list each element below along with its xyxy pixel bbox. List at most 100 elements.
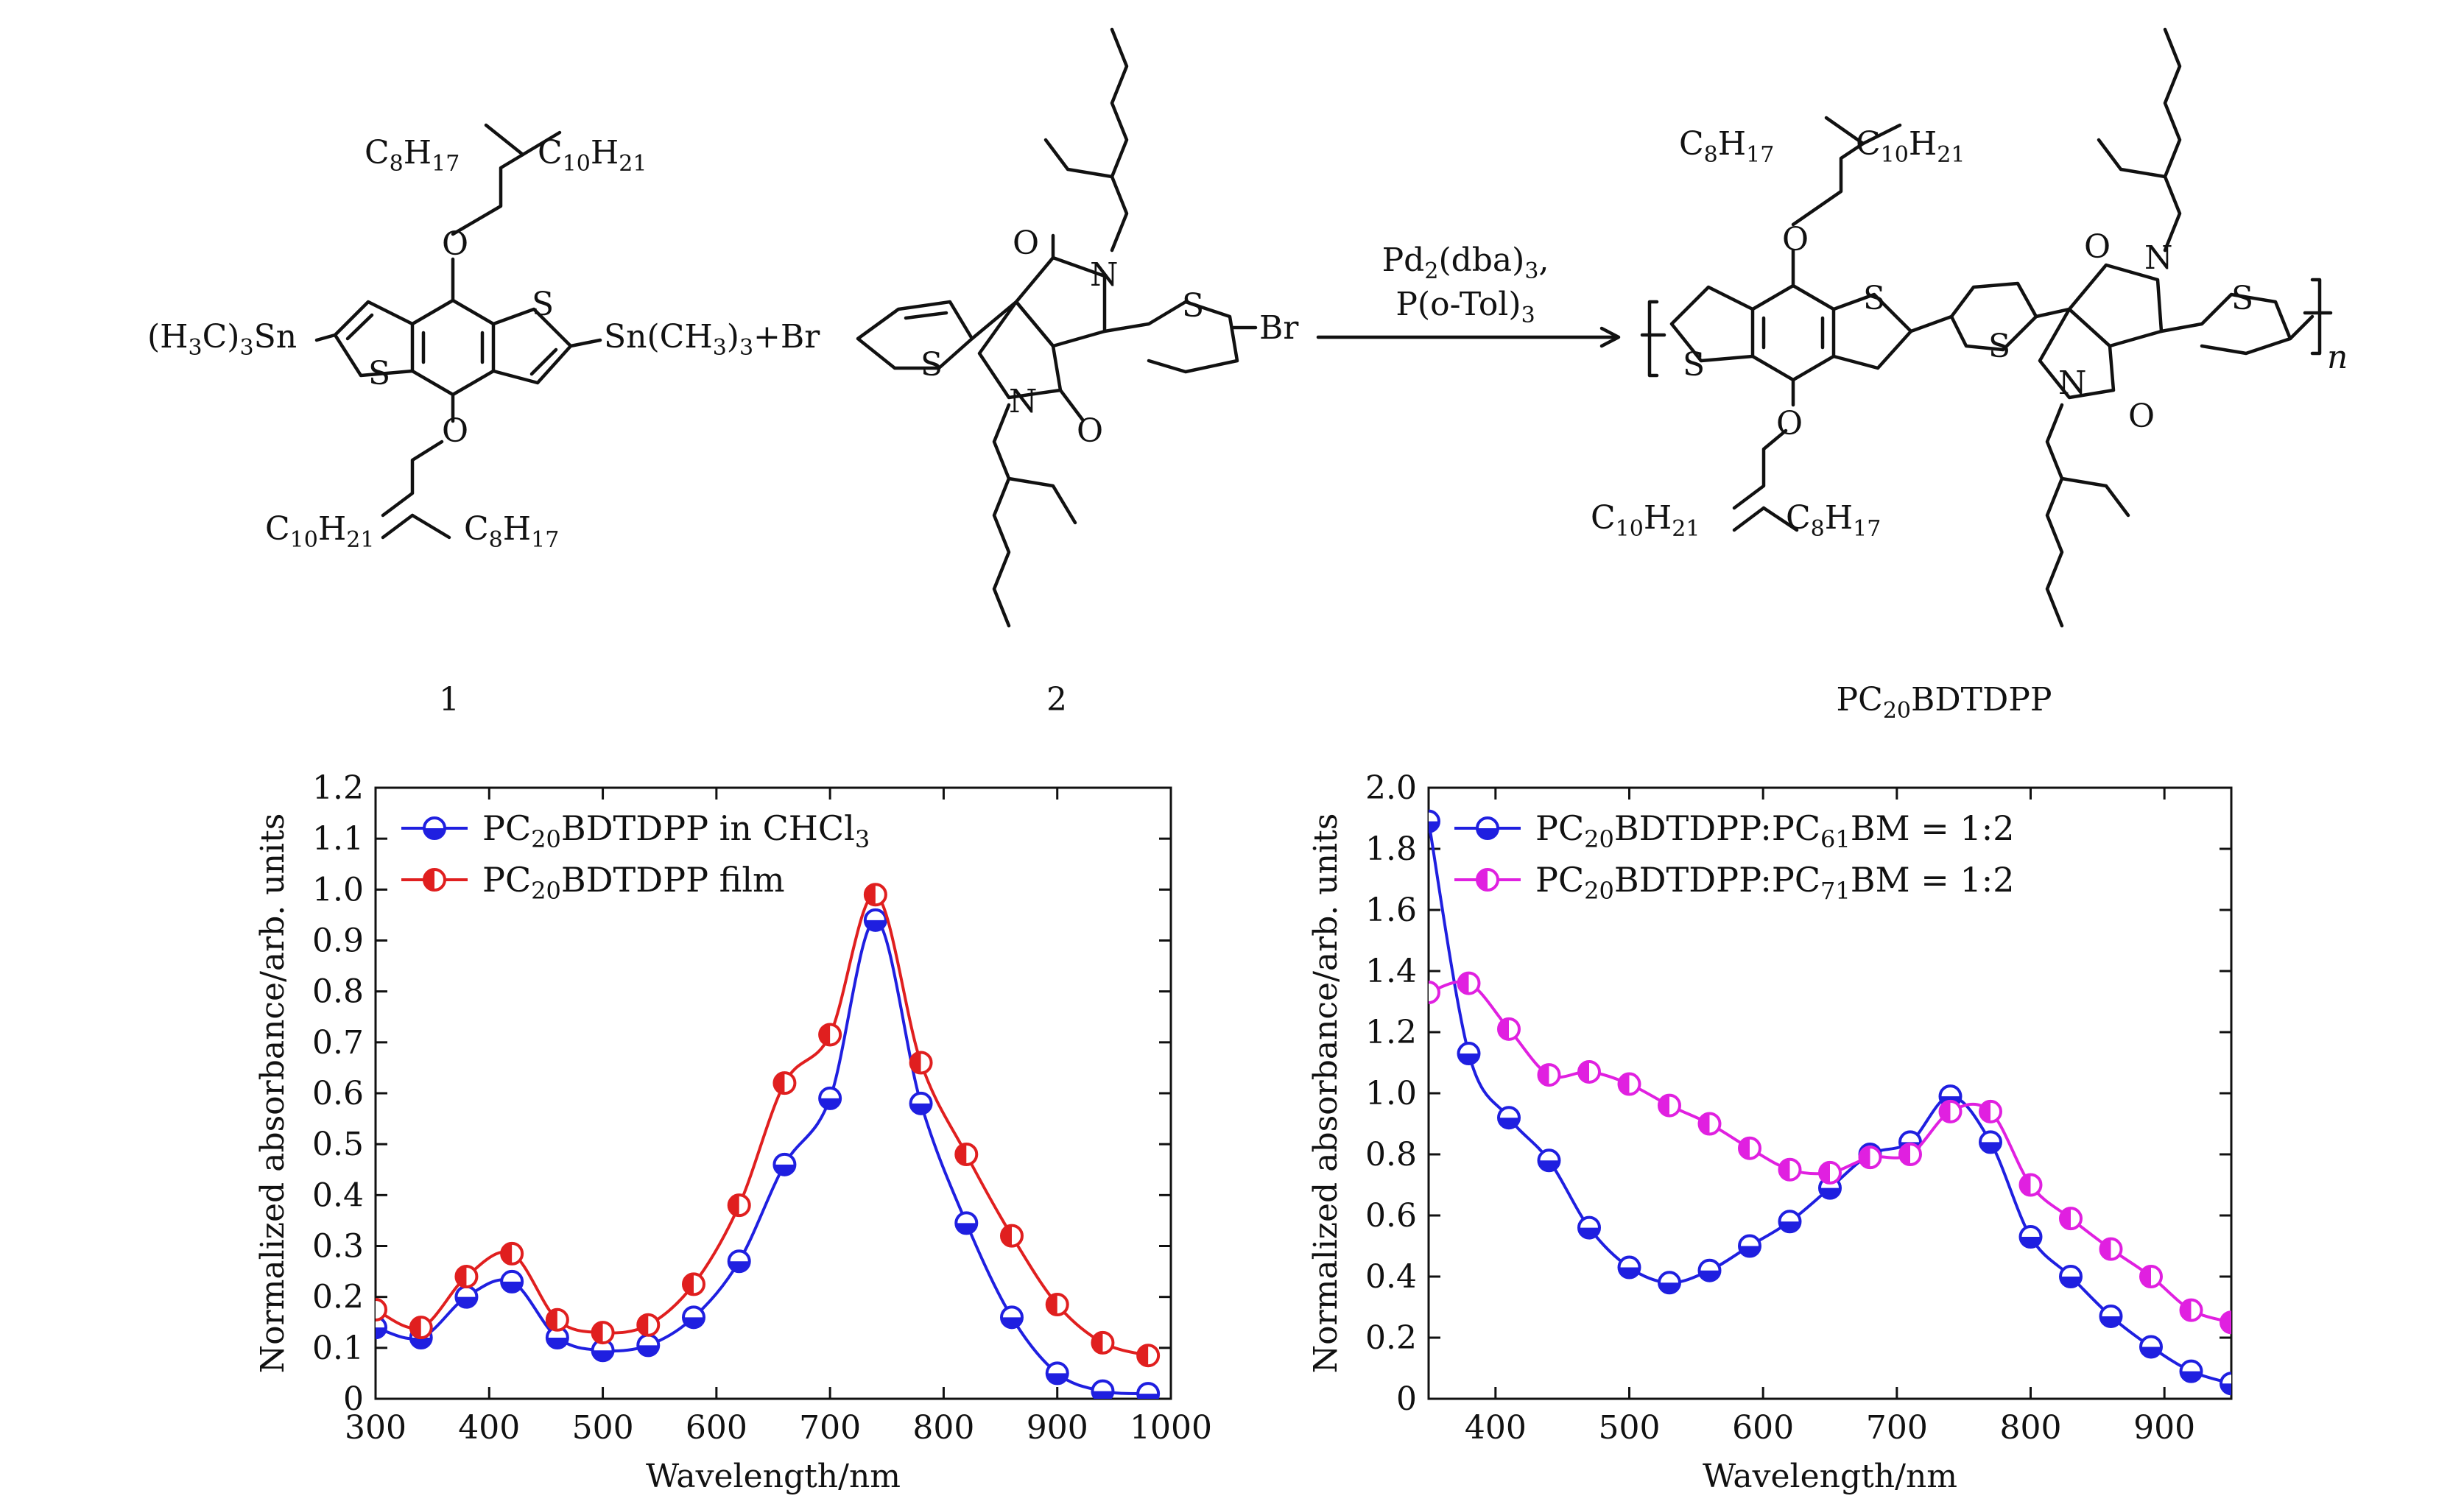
series-1-point <box>2059 1265 2083 1288</box>
compound-1-c8h17-top: C8H17 <box>365 134 460 177</box>
series-1-point <box>2220 1372 2231 1396</box>
compound-1-structure <box>314 123 602 540</box>
legend-marker-1 <box>423 816 446 840</box>
compound-1-sulfur-right: S <box>532 286 554 323</box>
series-1-point <box>1045 1361 1069 1386</box>
series-1-point <box>1537 1148 1561 1173</box>
series-1-point <box>909 1091 933 1115</box>
series-1-point <box>1136 1382 1161 1399</box>
y-tick-label: 0.5 <box>312 1126 364 1163</box>
y-tick-label: 1.4 <box>1365 953 1417 990</box>
legend-label-1: PC20BDTDPP:PC61BM = 1:2 <box>1535 808 2015 853</box>
y-tick-label: 1.0 <box>1365 1075 1417 1112</box>
y-tick-label: 0.1 <box>312 1330 364 1367</box>
series-2-point <box>500 1241 524 1266</box>
series-2-point <box>863 883 887 907</box>
x-tick-label: 900 <box>1027 1409 1088 1447</box>
y-axis-label: Normalized absorbance/arb. units <box>1307 814 1345 1374</box>
series-2-point <box>1429 981 1440 1005</box>
product-sulfur-bdt-right: S <box>1863 280 1885 317</box>
series-2-point <box>727 1193 751 1218</box>
compound-2-n-top: N <box>1090 256 1119 294</box>
series-2-point <box>772 1071 797 1095</box>
series-1-point <box>954 1211 979 1235</box>
y-tick-label: 1.1 <box>312 820 364 858</box>
x-tick-label: 900 <box>2133 1409 2195 1447</box>
x-axis-label: Wavelength/nm <box>1703 1458 1957 1495</box>
series-line-2 <box>376 893 1149 1358</box>
series-2-point <box>1617 1072 1641 1096</box>
x-tick-label: 700 <box>1866 1409 1928 1447</box>
x-tick-label: 400 <box>458 1409 520 1447</box>
series-2-point <box>1738 1136 1761 1160</box>
product-carbonyl-o-bottom: O <box>2128 398 2155 435</box>
series-1-point <box>2139 1335 2163 1359</box>
series-1-point <box>863 908 887 932</box>
series-1-point <box>772 1152 797 1176</box>
x-axis-label: Wavelength/nm <box>646 1458 901 1495</box>
series-line-1 <box>376 918 1149 1396</box>
series-2-point <box>376 1297 387 1321</box>
series-1-point <box>1617 1255 1641 1280</box>
y-tick-label: 0.8 <box>312 973 364 1011</box>
product-oxygen-bottom: O <box>1776 405 1803 442</box>
series-line-1 <box>1429 821 2231 1386</box>
series-2-point <box>1091 1330 1115 1355</box>
compound-1-oxygen-top: O <box>442 225 468 263</box>
series-1-point <box>500 1269 524 1294</box>
series-2-point <box>682 1272 705 1296</box>
series-1-point <box>818 1086 842 1110</box>
series-1-point <box>1091 1379 1115 1399</box>
compound-2-structure <box>856 27 1258 628</box>
series-2-point <box>1577 1059 1601 1084</box>
x-tick-label: 600 <box>686 1409 747 1447</box>
series-1-point <box>1738 1234 1761 1258</box>
product-carbonyl-o-top: O <box>2084 228 2111 266</box>
y-tick-label: 1.8 <box>1365 830 1417 868</box>
series-2-point <box>454 1265 479 1288</box>
series-2-point <box>1457 971 1481 995</box>
series-1-point <box>454 1285 479 1309</box>
product-n-top: N <box>2144 239 2173 277</box>
series-2-point <box>1938 1099 1963 1123</box>
y-tick-label: 0.2 <box>1365 1319 1417 1357</box>
x-tick-label: 400 <box>1465 1409 1527 1447</box>
compound-2-n-bottom: N <box>1009 383 1038 420</box>
series-1-point <box>1979 1130 2002 1154</box>
x-tick-label: 700 <box>799 1409 861 1447</box>
y-tick-label: 0.8 <box>1365 1136 1417 1174</box>
y-axis-label: Normalized absorbance/arb. units <box>254 814 292 1374</box>
product-oxygen-top: O <box>1782 221 1809 258</box>
series-1-point <box>1497 1106 1521 1130</box>
series-1-point <box>1577 1215 1601 1240</box>
compound-1-sulfur-left: S <box>368 355 390 392</box>
series-2-point <box>1045 1293 1069 1317</box>
x-tick-label: 600 <box>1732 1409 1794 1447</box>
product-repeat-n: n <box>2327 339 2348 376</box>
series-2-point <box>1136 1344 1161 1368</box>
compound-2-sulfur-right: S <box>1182 287 1204 325</box>
product-sulfur-terminal: S <box>2231 280 2253 317</box>
series-2-point <box>1000 1224 1024 1248</box>
compound-2-carbonyl-o-bottom: O <box>1077 412 1103 450</box>
series-2-point <box>2139 1265 2163 1288</box>
legend-marker-1 <box>1476 816 1499 840</box>
series-1-point <box>1000 1305 1024 1330</box>
series-2-point <box>2220 1310 2231 1335</box>
legend-label-2: PC20BDTDPP:PC71BM = 1:2 <box>1535 860 2015 905</box>
legend-label-1: PC20BDTDPP in CHCl3 <box>482 808 870 853</box>
compound-2-bromine-right: Br <box>1259 309 1299 347</box>
compound-1-c10h21-top: C10H21 <box>538 134 647 177</box>
series-2-point <box>1858 1146 1882 1170</box>
compound-2-sulfur-left: S <box>921 346 943 384</box>
series-2-point <box>2179 1298 2203 1322</box>
series-1-point <box>682 1305 705 1330</box>
series-1-point <box>2179 1359 2203 1383</box>
y-tick-label: 0.6 <box>312 1075 364 1112</box>
x-tick-label: 300 <box>345 1409 406 1447</box>
series-2-point <box>1979 1099 2002 1123</box>
x-tick-label: 1000 <box>1130 1409 1212 1447</box>
x-tick-label: 800 <box>912 1409 974 1447</box>
series-2-point <box>1497 1017 1521 1041</box>
series-2-point <box>545 1307 569 1332</box>
